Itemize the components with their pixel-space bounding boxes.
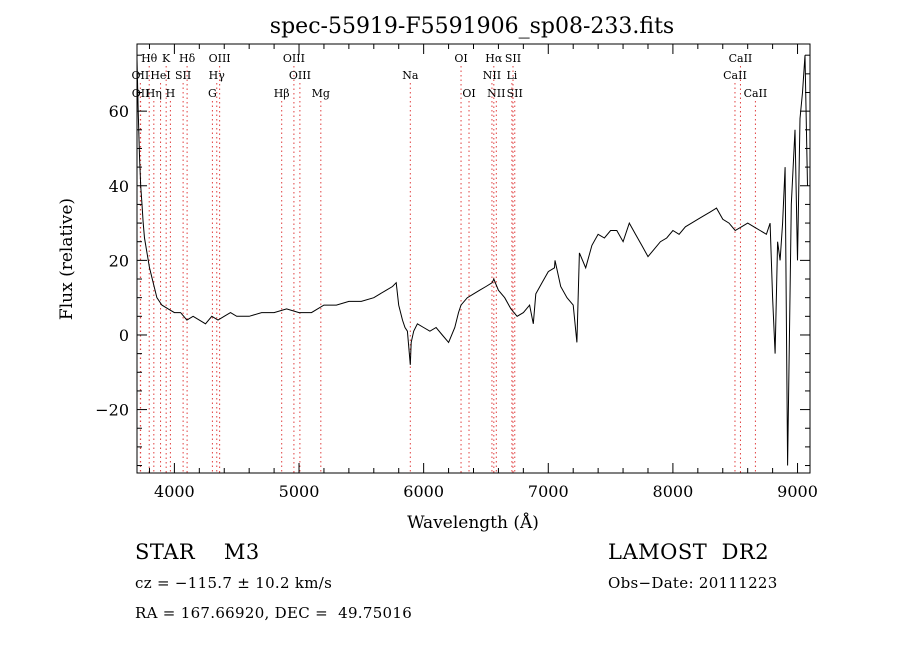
line-marker-label: OII <box>132 87 150 100</box>
line-marker-label: Mg <box>312 87 330 100</box>
x-tick-label: 7000 <box>528 482 569 501</box>
line-marker-label: K <box>162 52 171 65</box>
redshift-velocity: cz = −115.7 ± 10.2 km/s <box>135 574 333 592</box>
line-marker-label: CaII <box>723 69 747 82</box>
line-marker-label: SII <box>505 52 521 65</box>
line-marker-label: CaII <box>729 52 753 65</box>
line-marker-label: OIII <box>209 52 231 65</box>
line-marker-label: Hα <box>485 52 503 65</box>
line-marker-label: OII <box>132 69 150 82</box>
chart-title: spec-55919-F5591906_sp08-233.fits <box>270 14 674 39</box>
x-tick-label: 5000 <box>279 482 320 501</box>
line-marker-label: Hη <box>146 87 162 100</box>
y-axis-label: Flux (relative) <box>57 198 77 320</box>
plot-frame <box>136 43 811 474</box>
line-marker-label: Hβ <box>274 87 290 100</box>
y-tick-label: 40 <box>109 177 129 196</box>
line-marker-label: H <box>166 87 176 100</box>
y-tick-label: 0 <box>119 326 129 345</box>
x-tick-label: 8000 <box>653 482 694 501</box>
line-marker-label: G <box>208 87 217 100</box>
ra-dec-coordinates: RA = 167.66920, DEC = 49.75016 <box>135 604 413 622</box>
line-marker-label: Hθ <box>141 52 158 65</box>
line-marker-label: OIII <box>283 52 305 65</box>
line-marker-label: SII <box>507 87 523 100</box>
line-marker-label: Li <box>506 69 517 82</box>
line-marker-label: HeI <box>150 69 170 82</box>
y-tick-label: 60 <box>109 102 129 121</box>
y-tick-label: 20 <box>109 251 129 270</box>
line-marker-label: NII <box>483 69 501 82</box>
line-marker-label: Hγ <box>209 69 226 82</box>
object-class: STAR M3 <box>135 540 260 564</box>
x-tick-label: 6000 <box>403 482 444 501</box>
line-marker-label: Na <box>402 69 419 82</box>
line-marker-label: OI <box>454 52 467 65</box>
x-axis: 4000 5000 6000 7000 8000 9000 <box>148 44 818 501</box>
line-marker-label: Hδ <box>179 52 196 65</box>
line-marker-label: SII <box>175 69 191 82</box>
spectrum-line <box>136 55 808 466</box>
survey-name: LAMOST DR2 <box>608 540 770 564</box>
line-marker-label: OI <box>462 87 475 100</box>
y-tick-label: −20 <box>95 401 129 420</box>
x-tick-label: 9000 <box>777 482 818 501</box>
line-marker-label: CaII <box>744 87 768 100</box>
y-axis: −20 0 20 40 60 <box>95 54 810 467</box>
observation-date: Obs−Date: 20111223 <box>608 574 778 592</box>
line-marker-label: OIII <box>289 69 311 82</box>
x-tick-label: 4000 <box>154 482 195 501</box>
x-axis-label: Wavelength (Å) <box>407 512 539 533</box>
line-marker-label: NII <box>487 87 505 100</box>
